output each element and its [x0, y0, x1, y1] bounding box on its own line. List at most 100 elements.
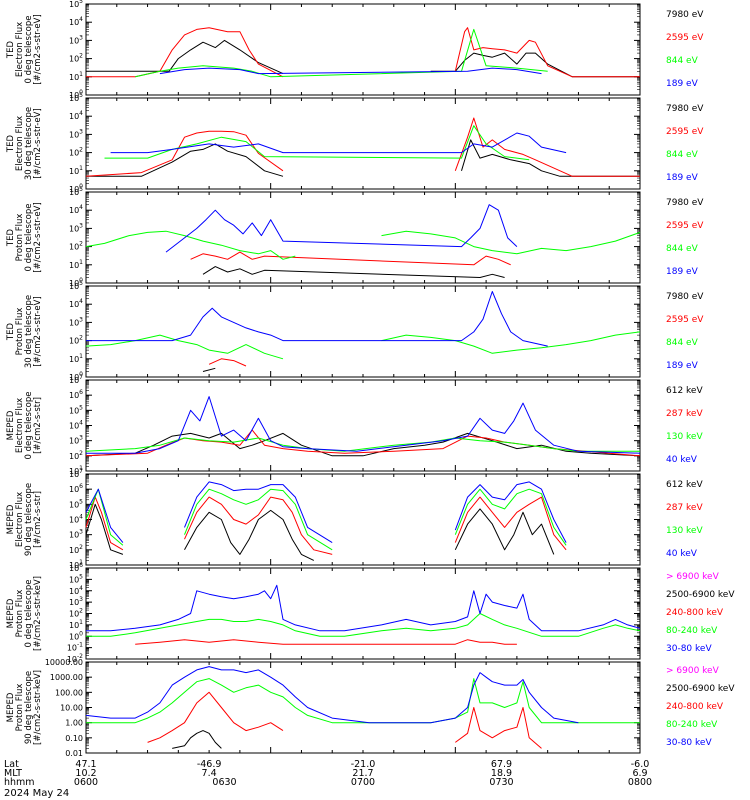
y-axis-label: MEPED — [6, 504, 16, 534]
legend-entry: 240-800 keV — [666, 702, 724, 712]
y-tick-label: 105 — [69, 280, 83, 291]
y-tick-label: 102 — [69, 335, 83, 346]
y-tick-label: 100 — [69, 277, 83, 288]
y-axis-label: [#/cm2-s-str] — [33, 491, 43, 548]
series-line — [85, 503, 555, 561]
x-row-value: 10.2 — [75, 768, 96, 779]
y-tick-label: 105 — [69, 186, 83, 197]
y-tick-label: 104 — [69, 110, 83, 121]
y-tick-label: 101 — [69, 465, 83, 476]
y-tick-label: 105 — [69, 573, 83, 584]
panel-2: 100 101 102 103 104 105 TED Electron Flux 30 deg… — [6, 92, 704, 194]
y-axis-label: Proton Flux — [15, 590, 25, 638]
y-axis-label: TED — [6, 322, 16, 341]
panel-3: 100 101 102 103 104 105 TED Proton Flux 0 deg te… — [6, 186, 704, 288]
panel-8: 0.01 0.10 1.00 10.00 100.00 1000.00 10000.00 ME… — [6, 658, 735, 758]
y-axis-label: MEPED — [6, 692, 16, 722]
series-line — [85, 496, 567, 555]
legend-entry: 2595 eV — [666, 315, 704, 325]
y-tick-label: 101 — [69, 165, 83, 176]
y-axis-label: 90 deg telescope — [24, 483, 34, 556]
y-tick-label: 101 — [69, 619, 83, 630]
y-tick-label: 0.10 — [65, 734, 83, 743]
y-tick-label: 100 — [69, 371, 83, 382]
legend-entry: 130 keV — [666, 432, 703, 442]
y-tick-label: 10-1 — [67, 642, 83, 653]
y-tick-label: 105 — [69, 92, 83, 103]
legend-entry: 189 eV — [666, 173, 699, 183]
y-axis-label: 90 deg telescope — [24, 671, 34, 744]
series-line — [85, 488, 567, 551]
series-line — [85, 331, 641, 360]
legend-entry: 7980 eV — [666, 10, 704, 20]
legend-entry: 240-800 keV — [666, 608, 724, 618]
y-axis-label: Electron Flux — [15, 22, 25, 77]
y-tick-label: 10-2 — [67, 653, 83, 664]
x-row-value: 0630 — [212, 777, 236, 788]
y-axis-label: TED — [6, 40, 16, 59]
y-axis-label: [#/cm2-s-str-eV] — [33, 202, 43, 272]
y-axis-label: Proton Flux — [15, 684, 25, 732]
y-tick-label: 104 — [69, 514, 83, 525]
series-line — [86, 678, 640, 724]
panel-4: 100 101 102 103 104 105 TED Proton Flux 30 deg t… — [6, 280, 704, 382]
series-line — [135, 639, 517, 645]
y-tick-label: 105 — [69, 404, 83, 415]
x-row-value: 0800 — [628, 777, 652, 788]
y-axis-label: [#/cm2-s-str-eV] — [33, 296, 43, 366]
legend-entry: > 6900 keV — [666, 666, 720, 676]
y-tick-label: 103 — [69, 596, 83, 607]
x-row-value: 18.9 — [491, 768, 512, 779]
y-tick-label: 104 — [69, 585, 83, 596]
legend-entry: 80-240 keV — [666, 720, 718, 730]
legend-entry: 7980 eV — [666, 292, 704, 302]
legend-entry: 2595 eV — [666, 33, 704, 43]
legend-entry: 189 eV — [666, 361, 699, 371]
series-line — [86, 396, 641, 454]
panel-5: 101 102 103 104 105 106 107 MEPED Electron Flux 0… — [6, 374, 703, 476]
y-axis-label: MEPED — [6, 598, 16, 628]
legend-entry: 30-80 keV — [666, 644, 712, 654]
legend-entry: 30-80 keV — [666, 738, 712, 748]
legend-entry: > 6900 keV — [666, 572, 720, 582]
x-row-value: 7.4 — [202, 768, 217, 779]
y-tick-label: 107 — [69, 374, 83, 385]
series-line — [202, 266, 505, 278]
series-line — [85, 117, 640, 177]
y-tick-label: 10000.00 — [45, 658, 83, 667]
y-tick-label: 101 — [69, 559, 83, 570]
y-tick-label: 0.01 — [65, 749, 83, 758]
series-line — [172, 730, 222, 749]
y-tick-label: 100 — [69, 630, 83, 641]
series-line — [190, 251, 511, 266]
legend-entry: 2500-6900 keV — [666, 590, 735, 600]
y-tick-label: 101 — [69, 353, 83, 364]
y-tick-label: 106 — [69, 483, 83, 494]
y-tick-label: 105 — [69, 498, 83, 509]
series-line — [86, 613, 641, 637]
legend-entry: 287 keV — [666, 503, 703, 513]
series-line — [202, 367, 216, 372]
series-line — [85, 437, 640, 452]
y-axis-label: 30 deg telescope — [24, 107, 34, 180]
x-row-value: 67.9 — [491, 759, 512, 770]
legend-entry: 130 keV — [666, 526, 703, 536]
y-tick-label: 100.00 — [55, 688, 83, 697]
y-tick-label: 104 — [69, 420, 83, 431]
series-line — [86, 291, 548, 347]
series-line — [85, 230, 641, 260]
series-line — [104, 125, 530, 161]
y-tick-label: 105 — [69, 0, 83, 9]
x-row-label: hhmm — [4, 777, 35, 788]
legend-entry: 2500-6900 keV — [666, 684, 735, 694]
y-tick-label: 104 — [69, 204, 83, 215]
x-axis-info: 2024 May 24 Lat 47.1 -46.9 -21.0 67.9 -6.0 MLT… — [4, 759, 652, 799]
y-tick-label: 103 — [69, 222, 83, 233]
y-axis-label: [#/cm2-s-str-keV] — [33, 576, 43, 651]
y-tick-label: 103 — [69, 316, 83, 327]
legend-entry: 80-240 keV — [666, 626, 718, 636]
legend-entry: 189 eV — [666, 79, 699, 89]
date-label: 2024 May 24 — [4, 788, 69, 799]
panel-1: 100 101 102 103 104 105 TED Electron Flux 0 deg … — [6, 0, 704, 100]
